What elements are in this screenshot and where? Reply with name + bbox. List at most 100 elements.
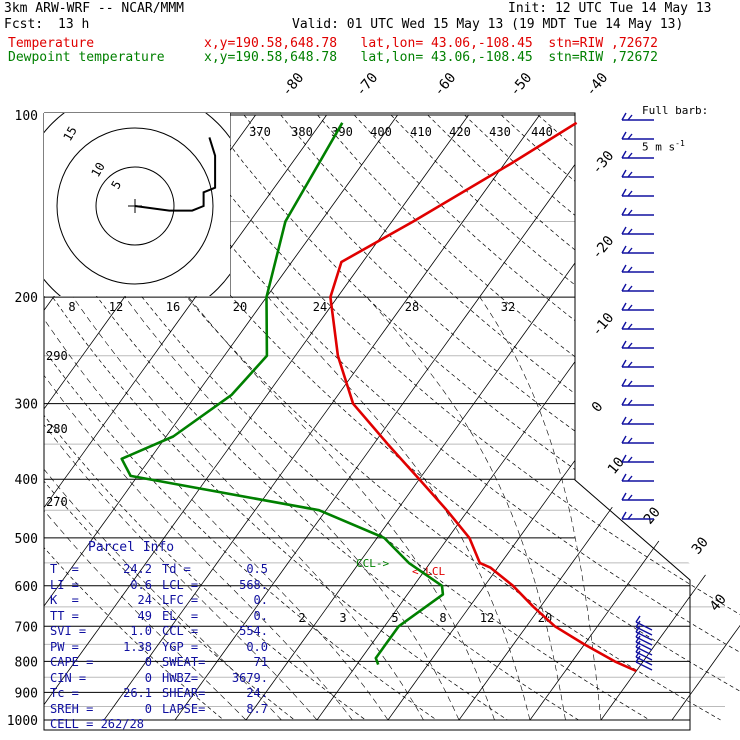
barb-flag: [621, 245, 627, 254]
barb-flag: [635, 635, 641, 643]
theta-label: 430: [489, 125, 511, 139]
parcel-v1: 49: [137, 608, 152, 623]
parcel-v2: 0.: [253, 593, 268, 607]
theta-side-label: 270: [46, 495, 68, 509]
parcel-v2: 568.: [239, 577, 268, 592]
dry-adiabat: [317, 114, 740, 721]
dry-adiabat: [44, 114, 508, 721]
dry-adiabat: [59, 114, 721, 721]
parcel-v1: 0.6: [130, 577, 152, 592]
hodograph-ring: [95, 166, 175, 246]
wind-barb: [621, 188, 654, 197]
wind-barb: [621, 378, 654, 387]
pressure-label-700: 700: [15, 620, 38, 635]
isotherm: [529, 114, 740, 721]
parcel-l2: LCL =: [162, 577, 199, 592]
barb-flag: [635, 650, 641, 658]
barb-legend-line1: Full barb:: [642, 104, 709, 117]
profile-dewpoint-temperature: [120, 122, 445, 666]
wind-barb: [621, 207, 654, 216]
init-time: Init: 12 UTC Tue 14 May 13: [508, 1, 712, 16]
hodograph-ring: [56, 127, 214, 285]
isotherm: [600, 114, 740, 721]
mixing-ratio-low-label: 3: [339, 611, 346, 625]
dry-adiabat: [574, 114, 740, 721]
wind-barb-low: [635, 655, 653, 671]
pressure-label-800: 800: [15, 655, 38, 670]
isotherm: [316, 114, 740, 721]
barb-flag: [627, 456, 633, 463]
barb-flag: [621, 207, 627, 216]
dry-adiabat: [500, 114, 740, 721]
parcel-v2: 0.5: [246, 562, 268, 576]
barb-flag: [621, 492, 627, 501]
hodograph-trace: [134, 137, 217, 212]
parcel-row: CIN = 0 HWBZ= 3679.: [50, 671, 268, 687]
isotherm: [174, 114, 611, 721]
parcel-v1: 1.38: [123, 639, 152, 654]
barb-staff: [635, 661, 653, 671]
wind-barbs: [621, 112, 654, 671]
barb-flag: [621, 473, 627, 482]
barb-flag: [621, 340, 627, 349]
moist-adiabat: [44, 296, 318, 721]
mixing-ratio-label: 16: [166, 300, 180, 314]
barb-flag: [627, 418, 633, 425]
theta-side-label: 280: [46, 422, 68, 436]
wind-barb: [621, 112, 654, 121]
barb-flag: [635, 645, 641, 653]
moist-adiabat: [124, 296, 460, 721]
barb-flag: [635, 630, 641, 638]
wind-barb: [621, 321, 654, 330]
parcel-l1: Tc =: [50, 686, 79, 700]
valid-time: Valid: 01 UTC Wed 15 May 13 (19 MDT Tue …: [292, 17, 684, 32]
parcel-info-table: T = 24.2 Td = 0.5 LI = 0.6 LCL = 568. K = 24 LFC =…: [50, 562, 268, 733]
isotherm-label: 0: [589, 399, 607, 416]
parcel-row: SREH = 0 LAPSE= 8.7: [50, 702, 268, 718]
isotherm-label: -80: [279, 70, 308, 100]
theta-label: 390: [331, 125, 353, 139]
mixing-ratio-label: 8: [68, 300, 75, 314]
wind-barb: [621, 150, 654, 159]
isotherm-label: 20: [641, 504, 664, 527]
barb-legend: Full barb: 5 m s-1: [642, 83, 708, 164]
wind-barb: [621, 511, 654, 520]
theta-label: 440: [531, 125, 553, 139]
barb-flag: [621, 378, 627, 387]
frame-layer: [43, 112, 691, 731]
parcel-v2: 71: [253, 655, 268, 669]
wind-barb: [621, 473, 654, 482]
barb-flag: [621, 416, 627, 425]
barb-flag: [627, 304, 633, 311]
isotherm: [44, 114, 469, 721]
barb-flag: [621, 150, 627, 159]
pressure-label-400: 400: [15, 473, 38, 488]
barb-flag: [627, 133, 633, 140]
wind-barb: [621, 454, 654, 463]
isotherm-label: -10: [589, 310, 618, 340]
isotherm: [671, 114, 740, 721]
parcel-l2: SHEAR=: [162, 686, 206, 700]
mixing-ratio-label: 12: [109, 300, 123, 314]
barb-flag: [635, 615, 641, 623]
parcel-row: SVI = 1.0 CCL = 554.: [50, 624, 268, 640]
parcel-v1: 1.0: [130, 624, 152, 638]
parcel-l1: PW =: [50, 639, 79, 654]
theta-label: 380: [291, 125, 313, 139]
parcel-l2: LAPSE=: [162, 701, 206, 716]
wind-barb: [621, 283, 654, 292]
barb-flag: [627, 209, 633, 216]
parcel-l2: YGP =: [162, 639, 199, 654]
barb-flag: [621, 435, 627, 444]
isotherm-label: -40: [583, 70, 612, 100]
wind-barb: [621, 435, 654, 444]
barb-flag: [627, 247, 633, 254]
dewpoint-location: x,y=190.58,648.78 lat,lon= 43.06,-108.45…: [204, 50, 658, 65]
isotherm: [44, 114, 256, 721]
barb-flag: [627, 513, 633, 520]
barb-flag: [627, 399, 633, 406]
legend-dewpoint: Dewpoint temperature: [8, 50, 165, 65]
barb-flag: [621, 359, 627, 368]
moist-adiabat: [366, 296, 566, 721]
